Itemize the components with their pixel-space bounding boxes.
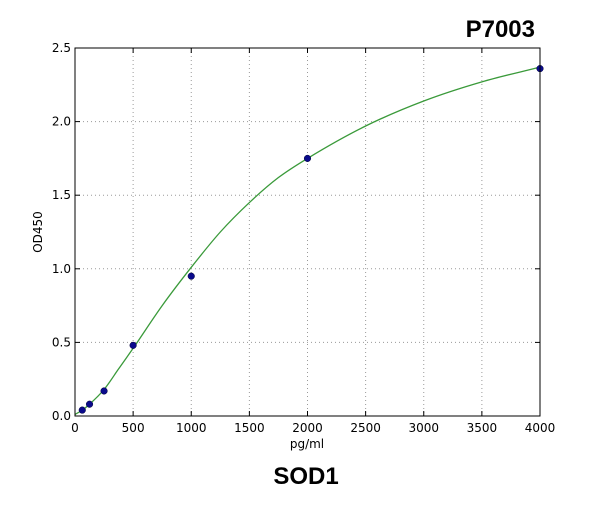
data-point xyxy=(78,406,86,414)
x-tick-label: 0 xyxy=(71,421,79,435)
x-tick-label: 3500 xyxy=(467,421,498,435)
y-axis-ticks: 0.0 0.5 1.0 1.5 2.0 2.5 xyxy=(52,41,540,423)
x-tick-label: 2500 xyxy=(350,421,381,435)
x-axis-ticks: 0 500 1000 1500 2000 2500 3000 3500 4000 xyxy=(71,48,555,435)
y-tick-label: 2.0 xyxy=(52,115,71,129)
x-tick-label: 1000 xyxy=(176,421,207,435)
chart-caption: SOD1 xyxy=(273,463,338,490)
data-point xyxy=(187,272,195,280)
y-tick-label: 0.0 xyxy=(52,409,71,423)
y-tick-label: 1.0 xyxy=(52,262,71,276)
chart-title: P7003 xyxy=(466,16,535,43)
data-point xyxy=(303,154,312,162)
grid xyxy=(75,48,540,416)
data-points-layer xyxy=(78,65,544,414)
y-tick-label: 2.5 xyxy=(52,41,71,55)
data-point xyxy=(85,400,94,408)
x-tick-label: 1500 xyxy=(234,421,265,435)
y-tick-label: 0.5 xyxy=(52,335,71,349)
x-tick-label: 500 xyxy=(122,421,145,435)
x-axis-label: pg/ml xyxy=(290,437,324,451)
data-point xyxy=(100,387,108,395)
y-tick-label: 1.5 xyxy=(52,188,71,202)
fit-curve-layer xyxy=(74,66,541,416)
fit-curve-line xyxy=(74,66,541,416)
x-tick-label: 2000 xyxy=(292,421,323,435)
y-axis-label: OD450 xyxy=(31,211,45,253)
x-tick-label: 4000 xyxy=(525,421,556,435)
data-point xyxy=(129,341,137,349)
x-tick-label: 3000 xyxy=(408,421,439,435)
